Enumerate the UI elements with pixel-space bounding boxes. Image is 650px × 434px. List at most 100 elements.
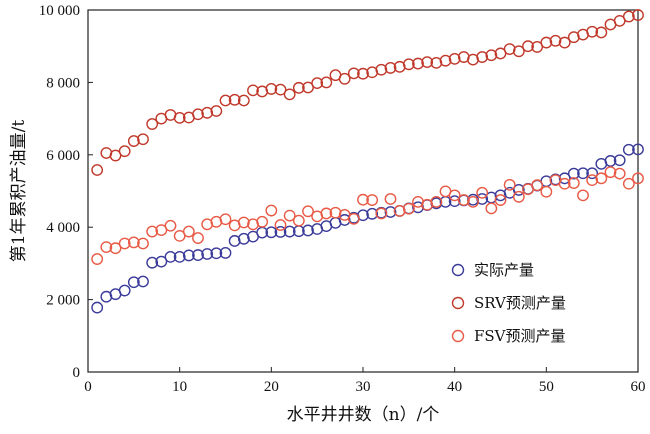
data-point xyxy=(210,105,223,117)
data-point xyxy=(503,178,516,191)
data-point xyxy=(384,193,397,205)
data-point xyxy=(586,25,599,38)
data-point xyxy=(632,172,644,185)
data-point xyxy=(91,301,104,314)
data-point xyxy=(567,177,580,189)
data-point xyxy=(558,172,571,185)
data-markers xyxy=(91,9,644,314)
data-point xyxy=(613,167,626,180)
data-point xyxy=(118,237,131,250)
data-point xyxy=(219,213,232,226)
data-point xyxy=(146,118,159,130)
legend: 实际产量 SRV预测产量 FSV预测产量 xyxy=(451,261,566,345)
data-point xyxy=(467,195,479,208)
data-point xyxy=(402,58,415,71)
data-point xyxy=(302,224,314,237)
data-point xyxy=(155,255,168,268)
data-point xyxy=(622,10,635,23)
data-point xyxy=(586,174,599,187)
x-tick-label: 20 xyxy=(264,379,279,395)
data-point xyxy=(127,135,140,147)
data-point xyxy=(577,167,589,180)
data-point xyxy=(485,49,498,62)
data-point xyxy=(274,83,287,96)
axis-tick-labels: 0 10 20 30 40 50 60 0 2 000 4 000 6 000 8 000 10 000 xyxy=(39,3,646,395)
data-point xyxy=(448,195,461,208)
data-point xyxy=(476,51,489,63)
data-point xyxy=(366,194,379,206)
y-tick-label: 10 000 xyxy=(39,3,80,19)
data-point xyxy=(137,275,149,288)
data-point xyxy=(302,205,314,218)
data-point xyxy=(457,194,470,206)
legend-label: FSV预测产量 xyxy=(474,327,566,345)
data-point xyxy=(604,155,617,167)
data-point xyxy=(421,56,434,69)
data-point xyxy=(256,215,269,228)
legend-label: 实际产量 xyxy=(474,261,534,279)
data-point xyxy=(347,212,360,225)
x-tick-label: 40 xyxy=(447,379,462,395)
data-point xyxy=(357,67,369,80)
data-point xyxy=(247,84,259,97)
data-point xyxy=(283,209,296,222)
data-point xyxy=(512,45,525,58)
data-point xyxy=(292,214,305,227)
data-point xyxy=(375,63,388,76)
data-point xyxy=(494,194,507,206)
data-point xyxy=(210,247,223,260)
x-tick-label: 10 xyxy=(172,379,187,395)
data-point xyxy=(613,154,626,167)
data-point xyxy=(522,40,534,53)
data-point xyxy=(164,250,177,263)
x-tick-label: 0 xyxy=(84,379,92,395)
data-point xyxy=(265,83,278,95)
data-point xyxy=(137,237,149,250)
data-point xyxy=(265,226,278,239)
data-point xyxy=(164,219,177,232)
data-point xyxy=(412,57,424,70)
data-point xyxy=(228,93,241,106)
data-point xyxy=(274,226,287,238)
data-point xyxy=(182,225,195,238)
data-point xyxy=(540,36,553,49)
data-point xyxy=(558,177,571,190)
data-point xyxy=(632,143,644,156)
data-point xyxy=(567,167,580,180)
data-point xyxy=(192,232,204,244)
data-point xyxy=(595,26,608,39)
data-point xyxy=(146,225,159,238)
data-point xyxy=(366,207,379,220)
data-point xyxy=(448,189,461,202)
data-point xyxy=(595,172,608,185)
y-axis-title: 第1年累积产油量/t xyxy=(9,120,29,263)
axis-ticks xyxy=(87,9,639,373)
x-tick-label: 50 xyxy=(539,379,554,395)
data-point xyxy=(320,76,333,89)
data-point xyxy=(274,219,287,231)
series-2 xyxy=(91,9,644,176)
data-point xyxy=(540,185,553,198)
data-point xyxy=(384,62,397,74)
data-point xyxy=(127,276,140,289)
data-point xyxy=(586,167,599,180)
y-tick-label: 2 000 xyxy=(46,293,80,309)
legend-marker xyxy=(451,263,465,277)
data-point xyxy=(292,81,305,94)
data-point xyxy=(375,207,388,220)
data-point xyxy=(137,133,149,146)
series-3 xyxy=(91,166,644,265)
data-point xyxy=(265,204,278,217)
x-tick-label: 30 xyxy=(356,379,371,395)
data-point xyxy=(192,249,204,261)
data-point xyxy=(476,186,489,199)
data-point xyxy=(283,88,296,101)
data-point xyxy=(201,106,214,119)
y-tick-label: 4 000 xyxy=(46,220,80,236)
data-point xyxy=(338,72,351,85)
data-point xyxy=(512,190,525,203)
data-point xyxy=(622,177,635,190)
data-point xyxy=(118,284,131,297)
data-point xyxy=(430,195,443,208)
